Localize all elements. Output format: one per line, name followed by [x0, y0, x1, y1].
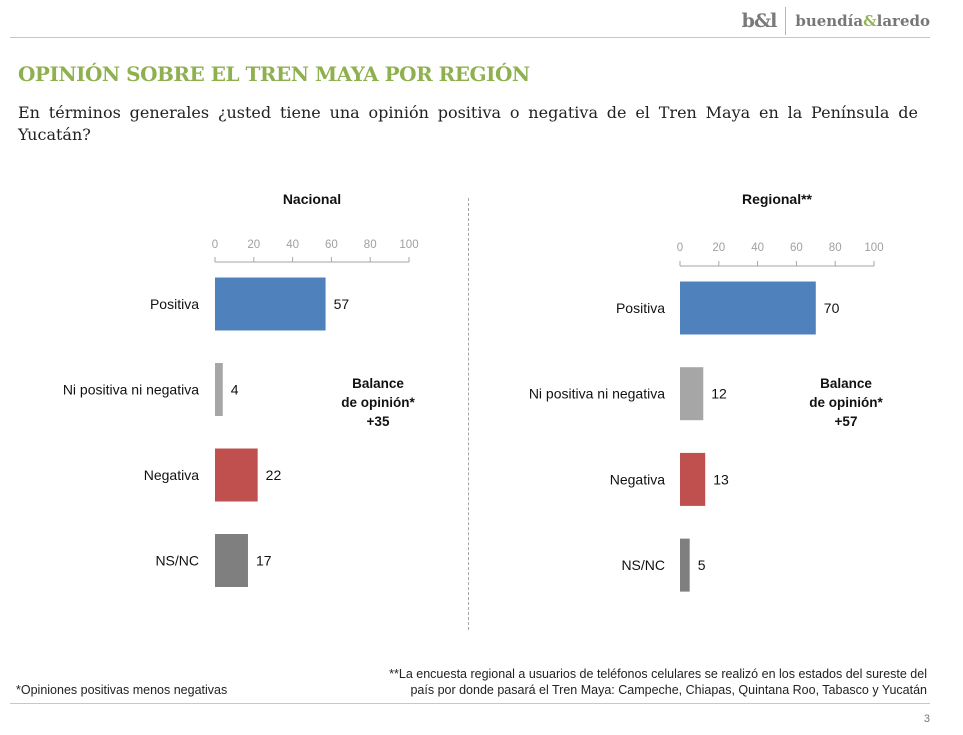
page-number: 3: [923, 713, 930, 725]
x-tick-label-regional-60: 60: [790, 242, 803, 254]
footnote-regional-line2: país por donde pasará el Tren Maya: Camp…: [410, 683, 927, 697]
category-label-regional-nsnc: NS/NC: [621, 557, 665, 573]
brand-name-amp: &: [863, 12, 877, 30]
brand-mark: b&l: [741, 10, 778, 32]
brand-name: buendía&laredo: [786, 12, 930, 30]
bar-nacional-nsnc: [215, 534, 248, 587]
footnote-balance: *Opiniones positivas menos negativas: [16, 683, 228, 697]
category-label-regional-positiva: Positiva: [616, 300, 665, 316]
x-tick-label-regional-20: 20: [712, 242, 725, 254]
brand-name-right: laredo: [876, 12, 930, 30]
footer-rule: [10, 703, 930, 704]
data-label-nacional-nsnc: 17: [256, 553, 272, 569]
chart-divider: [468, 198, 469, 630]
data-label-nacional-negativa: 22: [266, 467, 282, 483]
bar-nacional-ni-positiva-ni-negativa: [215, 363, 223, 416]
survey-question: En términos generales ¿usted tiene una o…: [18, 103, 918, 144]
chart-title-nacional: Nacional: [283, 191, 341, 207]
brand-logo: b&l buendía&laredo: [742, 6, 930, 36]
bar-regional-ni-positiva-ni-negativa: [680, 367, 704, 421]
balance-regional-value: +57: [834, 414, 858, 429]
x-tick-label-nacional-0: 0: [212, 239, 218, 251]
balance-nacional: Balance de opinión* +35: [298, 374, 458, 431]
x-tick-label-regional-0: 0: [677, 242, 683, 254]
footnote-regional: **La encuesta regional a usuarios de tel…: [327, 666, 927, 698]
category-label-nacional-positiva: Positiva: [150, 296, 199, 312]
data-label-nacional-ni-positiva-ni-negativa: 4: [231, 382, 239, 398]
balance-nacional-line1: Balance: [352, 376, 404, 391]
balance-nacional-value: +35: [366, 414, 390, 429]
x-tick-label-nacional-80: 80: [364, 239, 377, 251]
category-label-nacional-negativa: Negativa: [144, 467, 199, 483]
data-label-regional-negativa: 13: [713, 471, 729, 487]
x-tick-label-nacional-40: 40: [286, 239, 299, 251]
x-tick-label-nacional-100: 100: [399, 239, 418, 251]
x-tick-label-regional-100: 100: [864, 242, 883, 254]
category-label-regional-negativa: Negativa: [610, 471, 665, 487]
brand-separator: [785, 7, 787, 35]
bar-regional-positiva: [680, 281, 816, 335]
data-label-nacional-positiva: 57: [334, 296, 350, 312]
x-tick-label-regional-40: 40: [751, 242, 764, 254]
header-rule: [10, 37, 930, 38]
x-tick-label-nacional-20: 20: [247, 239, 260, 251]
page-title: OPINIÓN SOBRE EL TREN MAYA POR REGIÓN: [18, 62, 530, 86]
data-label-regional-ni-positiva-ni-negativa: 12: [711, 386, 727, 402]
category-label-nacional-nsnc: NS/NC: [155, 553, 199, 569]
x-tick-label-nacional-60: 60: [325, 239, 338, 251]
balance-regional-line2: de opinión*: [809, 395, 883, 410]
bar-regional-nsnc: [680, 538, 690, 592]
balance-regional: Balance de opinión* +57: [766, 374, 926, 431]
data-label-regional-nsnc: 5: [698, 557, 706, 573]
category-label-nacional-ni-positiva-ni-negativa: Ni positiva ni negativa: [63, 382, 199, 398]
brand-name-left: buendía: [795, 12, 864, 30]
bar-nacional-negativa: [215, 448, 258, 502]
category-label-regional-ni-positiva-ni-negativa: Ni positiva ni negativa: [529, 386, 665, 402]
x-tick-label-regional-80: 80: [829, 242, 842, 254]
data-label-regional-positiva: 70: [824, 300, 840, 316]
footnote-regional-line1: **La encuesta regional a usuarios de tel…: [389, 667, 927, 681]
balance-regional-line1: Balance: [820, 376, 872, 391]
balance-nacional-line2: de opinión*: [341, 395, 415, 410]
bar-regional-negativa: [680, 452, 706, 506]
chart-title-regional: Regional**: [742, 191, 813, 207]
bar-nacional-positiva: [215, 277, 326, 331]
